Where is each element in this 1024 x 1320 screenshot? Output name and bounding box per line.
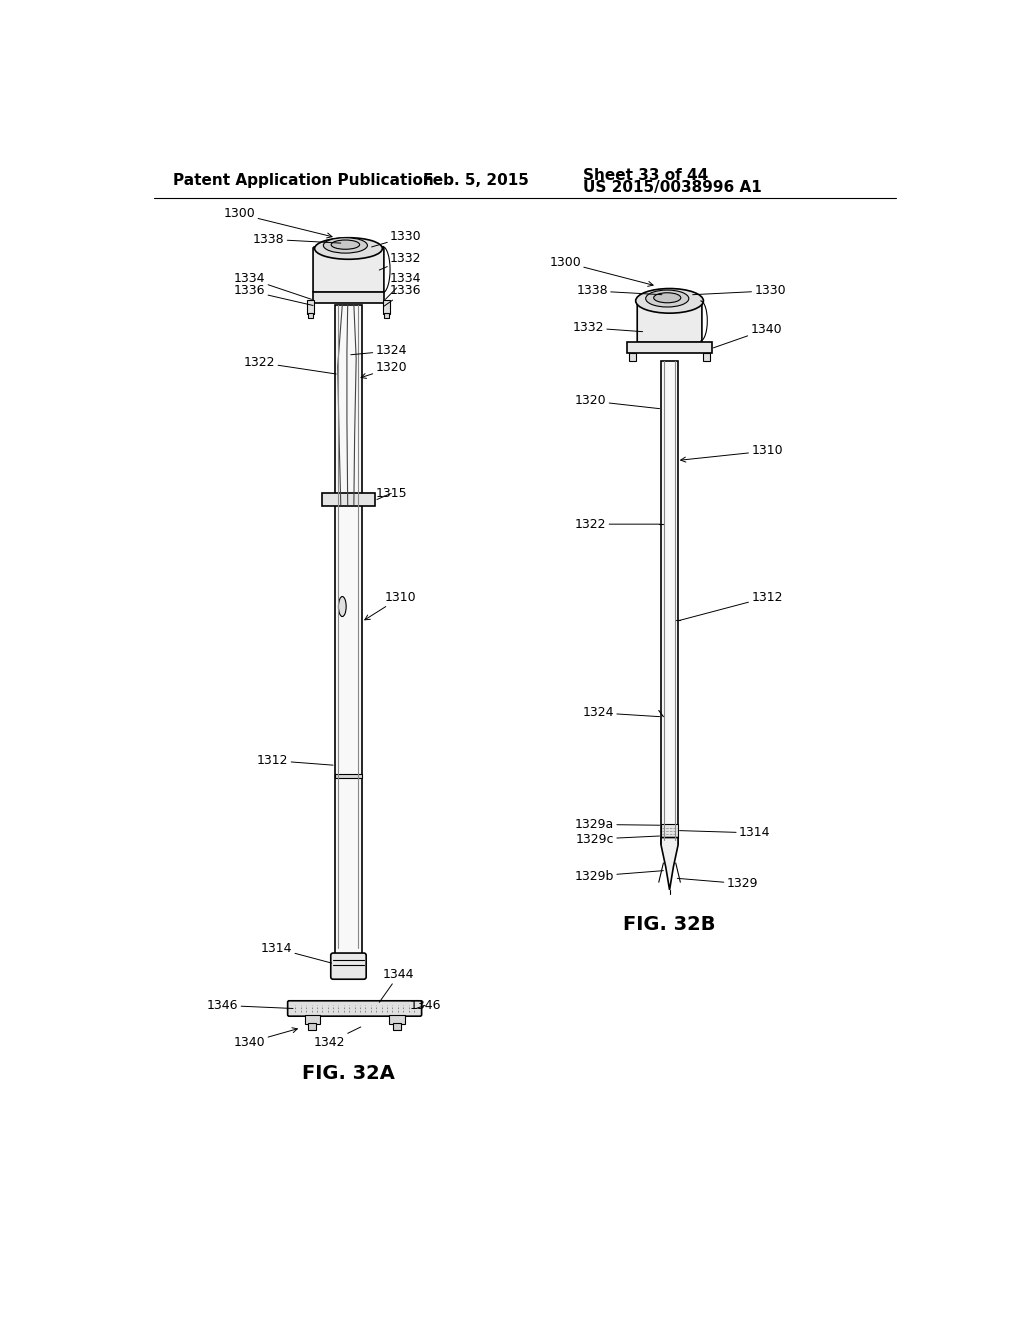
Bar (307, 300, 313, 314)
Bar (662, 360, 678, 843)
Bar (335, 305, 362, 956)
Text: 1338: 1338 (253, 232, 341, 246)
Text: US 2015/0038996 A1: US 2015/0038996 A1 (584, 180, 762, 195)
Text: 1312: 1312 (257, 754, 333, 767)
Text: 1334: 1334 (385, 272, 422, 300)
Text: 1315: 1315 (376, 487, 408, 500)
Polygon shape (662, 838, 678, 890)
Text: 1312: 1312 (680, 591, 782, 620)
Bar (313, 293, 384, 304)
Text: 1314: 1314 (680, 826, 770, 840)
Bar (629, 354, 637, 360)
Text: FIG. 32A: FIG. 32A (302, 1064, 395, 1082)
Text: 1336: 1336 (233, 284, 313, 305)
Ellipse shape (331, 240, 359, 249)
Text: Patent Application Publication: Patent Application Publication (173, 173, 433, 189)
Text: 1324: 1324 (583, 706, 659, 719)
Bar (702, 354, 711, 360)
Text: 1332: 1332 (572, 321, 643, 334)
Text: 1314: 1314 (261, 942, 332, 964)
Text: 1340: 1340 (233, 1028, 297, 1049)
Text: 1330: 1330 (692, 284, 785, 297)
FancyBboxPatch shape (313, 247, 384, 293)
Text: 1324: 1324 (351, 345, 407, 358)
FancyBboxPatch shape (288, 1001, 422, 1016)
Ellipse shape (646, 290, 689, 308)
Text: 1320: 1320 (361, 362, 408, 379)
Text: 1322: 1322 (574, 517, 659, 531)
Text: FIG. 32B: FIG. 32B (624, 915, 716, 935)
Text: 1322: 1322 (244, 356, 336, 374)
Bar (304, 1015, 319, 1024)
Text: 1340: 1340 (714, 323, 782, 348)
Text: 1346: 1346 (207, 999, 293, 1012)
Text: 1338: 1338 (577, 284, 662, 297)
Text: 1300: 1300 (549, 256, 653, 286)
Bar (384, 313, 389, 318)
Bar (628, 342, 712, 354)
Text: 1329a: 1329a (574, 818, 659, 832)
Bar (389, 1015, 404, 1024)
Text: 1320: 1320 (574, 395, 659, 409)
Ellipse shape (339, 597, 346, 616)
Text: 1334: 1334 (233, 272, 311, 300)
FancyBboxPatch shape (637, 300, 701, 342)
Text: 1329b: 1329b (574, 870, 664, 883)
Ellipse shape (653, 293, 681, 302)
Bar (308, 1023, 316, 1030)
Bar (662, 824, 678, 838)
Text: 1310: 1310 (365, 591, 417, 620)
Text: 1310: 1310 (681, 445, 782, 462)
Bar (335, 774, 362, 779)
Ellipse shape (324, 238, 368, 253)
Text: 1344: 1344 (379, 968, 415, 1002)
Text: 1332: 1332 (379, 252, 422, 271)
Bar (322, 492, 376, 507)
Text: 1329: 1329 (677, 878, 758, 890)
Text: Sheet 33 of 44: Sheet 33 of 44 (584, 168, 709, 183)
Ellipse shape (314, 238, 382, 259)
Bar (383, 300, 390, 314)
Text: Feb. 5, 2015: Feb. 5, 2015 (423, 173, 529, 189)
Ellipse shape (636, 289, 703, 313)
FancyBboxPatch shape (331, 953, 367, 979)
Text: 1330: 1330 (372, 231, 422, 247)
Text: 1300: 1300 (223, 207, 332, 238)
Text: 1336: 1336 (384, 284, 422, 306)
Bar (393, 1023, 400, 1030)
Text: 1342: 1342 (313, 1027, 360, 1049)
Text: 1329c: 1329c (575, 833, 659, 846)
Bar (307, 313, 313, 318)
Text: 1346: 1346 (410, 999, 440, 1012)
